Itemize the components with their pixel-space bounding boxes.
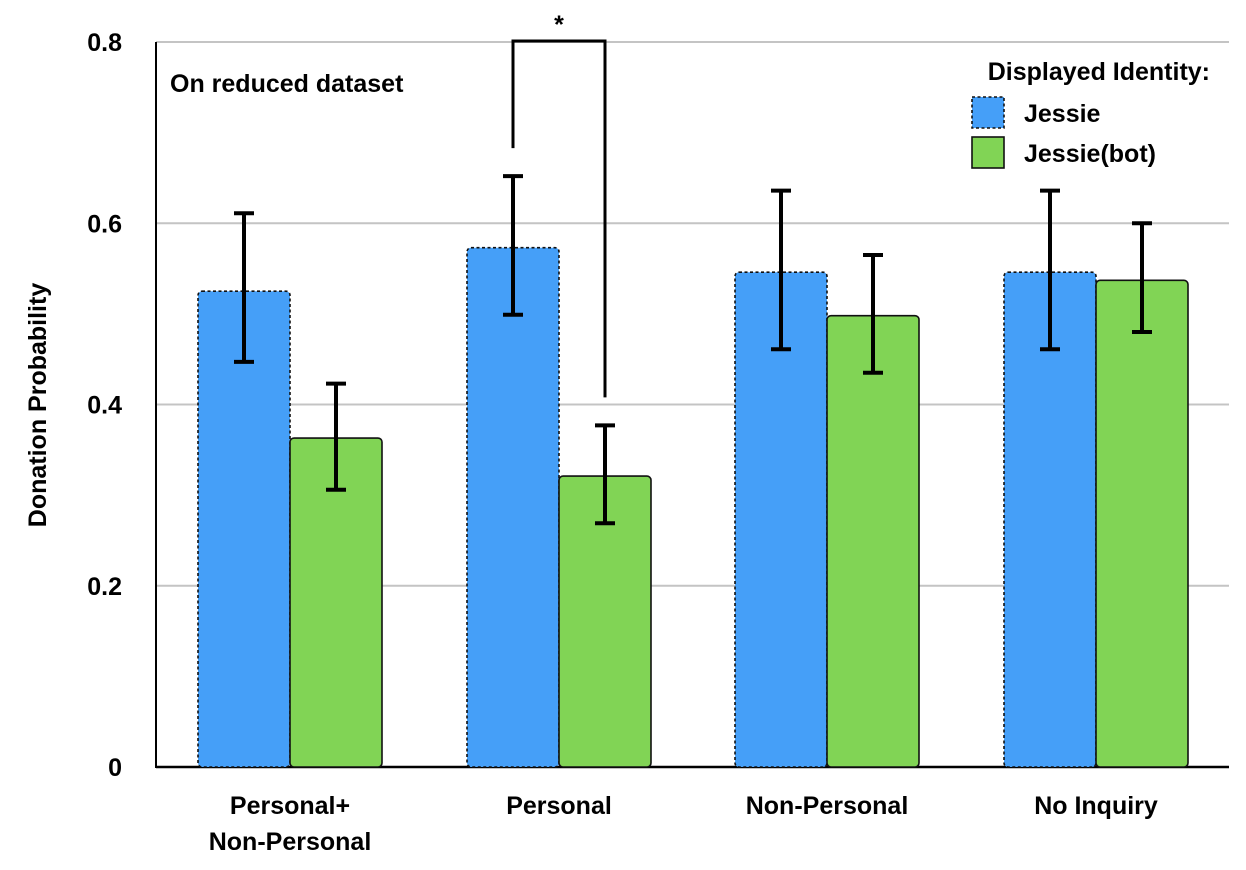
bar-jessie [734,271,828,768]
x-tick-label: Personal [506,792,612,820]
y-tick-label: 0 [108,754,122,782]
legend-title: Displayed Identity: [988,58,1210,86]
significance-bracket [511,39,607,398]
x-tick-label: Personal+ [230,792,350,820]
y-tick-label: 0.2 [87,573,122,601]
x-tick-label: Non-Personal [746,792,909,820]
x-tick-label: No Inquiry [1034,792,1158,820]
legend-label: Jessie(bot) [1024,140,1156,168]
legend-swatch-jessie [971,96,1005,129]
y-tick-label: 0.8 [87,29,122,57]
significance-star: * [554,11,564,39]
bar-jessie [1003,271,1097,768]
y-tick-label: 0.4 [87,392,122,420]
bar-jessie [197,290,291,768]
annotation-text: On reduced dataset [170,70,404,98]
x-tick-label: Non-Personal [209,828,372,856]
legend-swatch-jessie-bot [971,136,1005,169]
bar-jessie [466,246,560,768]
legend-label: Jessie [1024,100,1101,128]
y-axis-label: Donation Probability [24,283,52,528]
y-tick-label: 0.6 [87,210,122,238]
bar-jessie-bot [826,314,920,768]
bar-jessie-bot [1095,279,1189,768]
